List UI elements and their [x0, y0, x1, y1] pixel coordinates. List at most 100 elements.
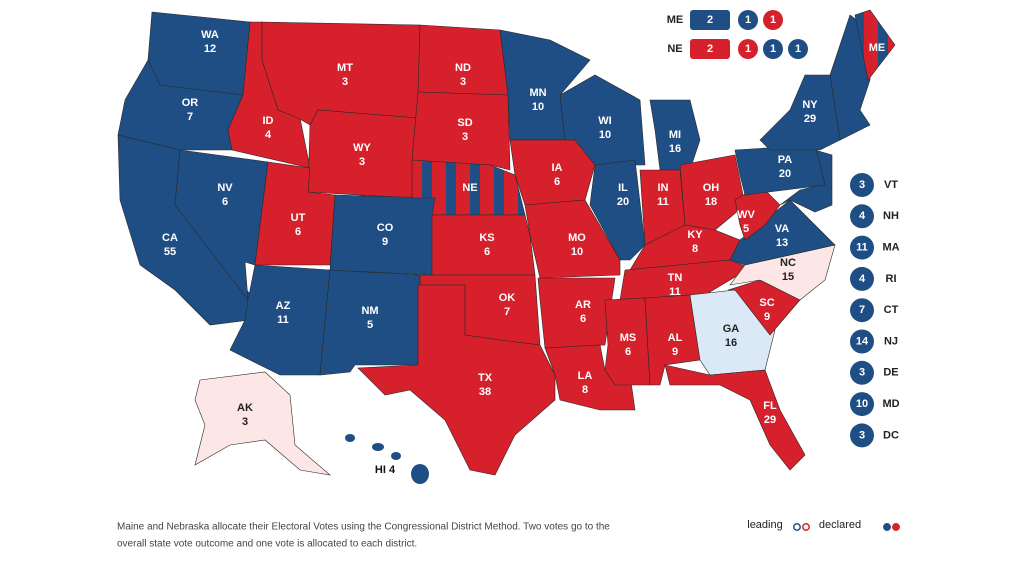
small-state-votes: 3 — [859, 179, 865, 191]
dm-circle — [738, 10, 758, 30]
state-abbr: WV — [737, 209, 755, 221]
state — [537, 277, 616, 349]
dm-circle — [763, 10, 783, 30]
small-state-abbr: CT — [884, 304, 899, 316]
state-votes: 9 — [672, 346, 678, 358]
dm-circle — [763, 39, 783, 59]
island — [391, 452, 401, 460]
state-abbr: AK — [237, 402, 253, 414]
dm-box — [690, 10, 730, 30]
state-votes: 6 — [625, 346, 631, 358]
small-state-abbr: DE — [883, 367, 898, 379]
state-abbr: TX — [478, 372, 493, 384]
state — [679, 154, 746, 231]
dm-votes: 1 — [745, 43, 751, 55]
small-state-votes: 4 — [859, 210, 866, 222]
state-votes: 3 — [242, 416, 248, 428]
state-abbr: TN — [668, 272, 683, 284]
state-votes: 3 — [359, 156, 365, 168]
state-abbr: CA — [162, 232, 178, 244]
state-abbr: MT — [337, 62, 353, 74]
state-abbr: IL — [618, 182, 628, 194]
state-abbr: AZ — [276, 300, 291, 312]
state-abbr: MI — [669, 129, 681, 141]
legend-dot — [883, 523, 891, 531]
small-state-votes: 14 — [856, 335, 869, 347]
state-votes: 4 — [265, 129, 272, 141]
small-state-circle — [850, 392, 874, 417]
state-votes: 20 — [617, 196, 629, 208]
state-abbr: GA — [723, 323, 740, 335]
dm-votes: 1 — [770, 14, 776, 26]
state-abbr: NE — [462, 182, 477, 194]
state — [357, 284, 556, 476]
state-abbr: VA — [775, 223, 790, 235]
state-abbr: MN — [529, 87, 546, 99]
state-abbr: AR — [575, 299, 591, 311]
state-votes: 5 — [367, 319, 373, 331]
state-abbr: FL — [763, 400, 777, 412]
state — [307, 109, 419, 199]
state-abbr: ND — [455, 62, 471, 74]
state-votes: 6 — [295, 226, 301, 238]
legend-dot — [892, 523, 900, 531]
state-votes: 3 — [460, 76, 466, 88]
dm-circle — [788, 39, 808, 59]
state-abbr: OK — [499, 292, 516, 304]
state-abbr: WA — [201, 29, 219, 41]
state-votes: 5 — [743, 223, 749, 235]
state-votes: 55 — [164, 246, 176, 258]
state-votes: 16 — [725, 337, 737, 349]
small-state-votes: 3 — [859, 429, 865, 441]
state-votes: 7 — [504, 306, 510, 318]
state-abbr: NV — [217, 182, 233, 194]
small-state-abbr: VT — [884, 179, 898, 191]
legend-label: declared — [819, 519, 861, 531]
legend-dot — [793, 523, 801, 531]
state-abbr: AL — [668, 332, 683, 344]
dm-box — [690, 39, 730, 59]
small-state-abbr: DC — [883, 429, 899, 441]
small-state-abbr: RI — [886, 273, 897, 285]
dm-state: NE — [667, 43, 682, 55]
state-votes: 11 — [657, 196, 669, 208]
state-abbr: OR — [182, 97, 199, 109]
dm-votes: 2 — [707, 14, 713, 26]
state-votes: 6 — [484, 246, 490, 258]
state-abbr: CO — [377, 222, 394, 234]
state-votes: 13 — [776, 237, 788, 249]
state-votes: 16 — [669, 143, 681, 155]
state-votes: 10 — [599, 129, 611, 141]
state — [147, 11, 251, 96]
state — [664, 364, 806, 471]
state — [431, 214, 536, 276]
state-votes: 9 — [382, 236, 388, 248]
legend-dot — [802, 523, 810, 531]
state-abbr: IA — [552, 162, 563, 174]
state — [589, 159, 646, 261]
state-abbr: NY — [802, 99, 818, 111]
small-state-abbr: MA — [882, 242, 899, 254]
state-votes: 10 — [532, 101, 544, 113]
state-votes: 6 — [554, 176, 560, 188]
island — [345, 434, 355, 442]
state-abbr: IN — [658, 182, 669, 194]
state — [727, 279, 801, 336]
state-abbr: KS — [479, 232, 494, 244]
small-state-circle — [850, 423, 874, 448]
state-votes: 11 — [669, 286, 681, 298]
state — [194, 371, 332, 476]
state-votes: 9 — [764, 311, 770, 323]
state-abbr: SC — [759, 297, 774, 309]
state — [524, 199, 621, 279]
state-votes: 7 — [187, 111, 193, 123]
state-abbr: NC — [780, 257, 796, 269]
state-abbr: MS — [620, 332, 637, 344]
state-abbr: LA — [578, 370, 593, 382]
state-abbr: WY — [353, 142, 371, 154]
legend-label: leading — [747, 519, 782, 531]
state-votes: 38 — [479, 386, 491, 398]
state-label: HI 4 — [375, 464, 396, 476]
state — [544, 344, 636, 411]
small-state-votes: 4 — [859, 273, 866, 285]
